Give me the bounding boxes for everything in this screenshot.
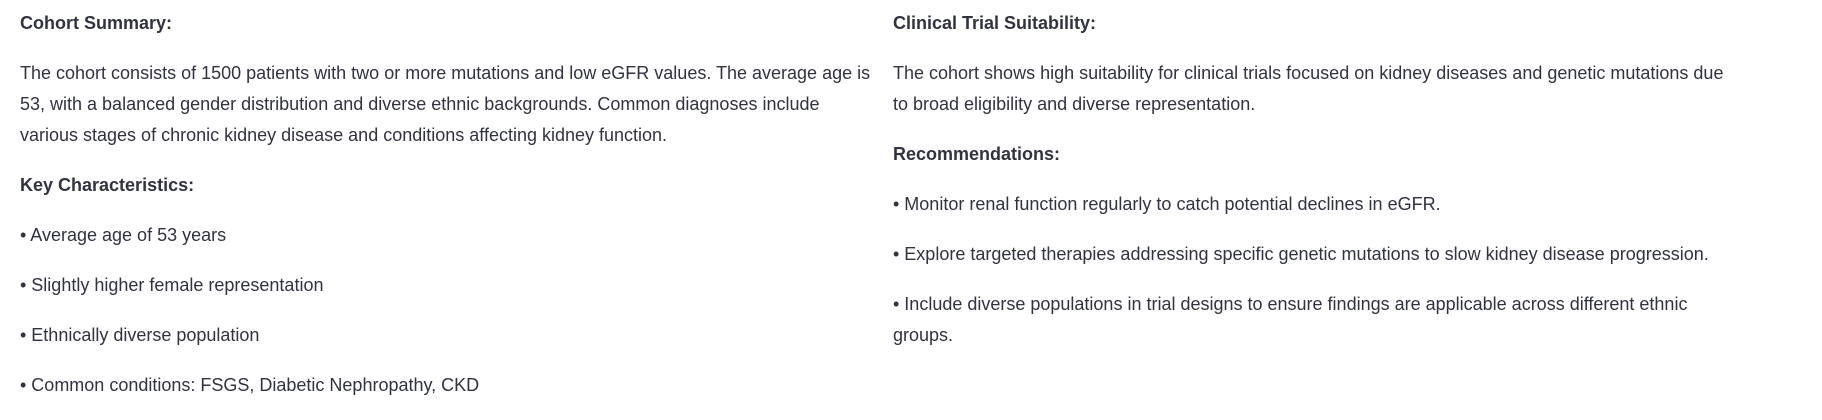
trial-suitability-heading: Clinical Trial Suitability: bbox=[893, 13, 1097, 33]
cohort-report: Cohort Summary: The cohort consists of 1… bbox=[20, 8, 1743, 395]
recommendation-item: • Include diverse populations in trial d… bbox=[893, 294, 1688, 345]
trial-suitability-text: The cohort shows high suitability for cl… bbox=[893, 63, 1724, 114]
cohort-summary-heading: Cohort Summary: bbox=[20, 13, 173, 33]
characteristic-item: • Average age of 53 years bbox=[20, 225, 227, 245]
cohort-summary-text: The cohort consists of 1500 patients wit… bbox=[20, 63, 871, 145]
left-column: Cohort Summary: The cohort consists of 1… bbox=[20, 8, 872, 420]
characteristic-item: • Ethnically diverse population bbox=[20, 325, 260, 345]
characteristic-item: • Common conditions: FSGS, Diabetic Neph… bbox=[20, 375, 480, 395]
recommendation-item: • Monitor renal function regularly to ca… bbox=[893, 194, 1441, 214]
characteristic-item: • Slightly higher female representation bbox=[20, 275, 324, 295]
recommendations-heading: Recommendations: bbox=[893, 144, 1061, 164]
key-characteristics-heading: Key Characteristics: bbox=[20, 175, 195, 195]
right-column: Clinical Trial Suitability: The cohort s… bbox=[893, 8, 1743, 370]
recommendation-item: • Explore targeted therapies addressing … bbox=[893, 244, 1709, 264]
